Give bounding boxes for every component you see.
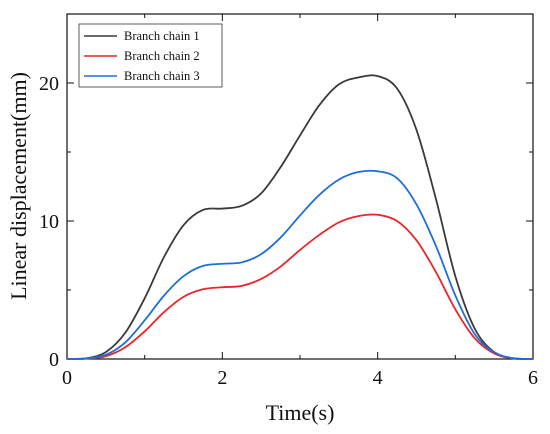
- legend: Branch chain 1 Branch chain 2 Branch cha…: [78, 23, 223, 88]
- series-line-branch-chain-2: [66, 213, 534, 360]
- x-tick-label: 2: [217, 367, 227, 389]
- legend-label-branch-chain-2: Branch chain 2: [124, 49, 200, 63]
- x-tick-label: 0: [62, 367, 72, 389]
- legend-label-branch-chain-1: Branch chain 1: [124, 29, 200, 43]
- y-tick-label: 10: [39, 211, 59, 233]
- y-tick-label: 20: [39, 73, 59, 95]
- series-line-branch-chain-1: [66, 74, 534, 360]
- y-axis-label: Linear displacement(mm): [6, 72, 31, 300]
- x-axis-label: Time(s): [266, 400, 335, 425]
- series-lines: [66, 74, 534, 360]
- legend-label-branch-chain-3: Branch chain 3: [124, 69, 200, 83]
- x-tick-label: 6: [528, 367, 538, 389]
- axis-ticks: 0 2 4 6 0 10 20: [39, 13, 538, 389]
- x-tick-label: 4: [373, 367, 383, 389]
- y-tick-label: 0: [49, 349, 59, 371]
- series-line-branch-chain-3: [66, 169, 534, 360]
